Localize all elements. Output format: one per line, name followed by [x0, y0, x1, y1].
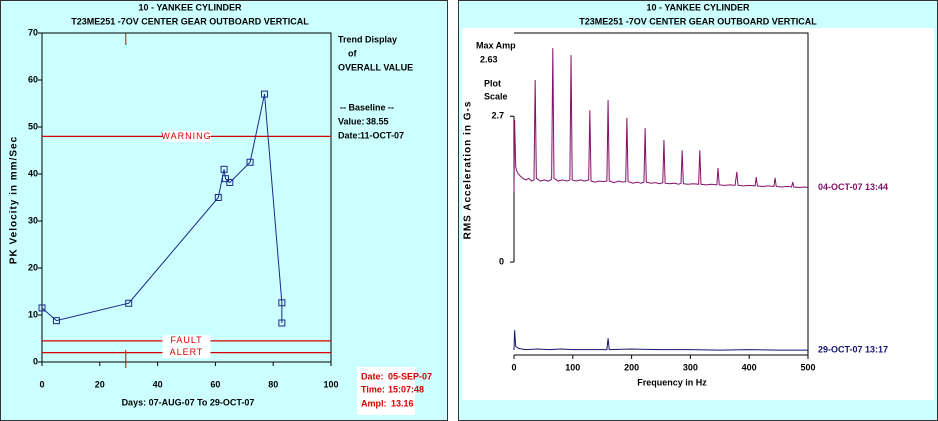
y-tick-label: 2.7 [491, 111, 504, 121]
x-axis-label: Days: 07-AUG-07 To 29-OCT-07 [122, 397, 255, 407]
x-tick-label: 20 [95, 379, 105, 389]
series-label: 29-OCT-07 13:17 [818, 345, 888, 355]
baseline-value: 38.55 [366, 116, 389, 126]
cursor-date: 05-SEP-07 [388, 371, 432, 381]
x-tick-label: 60 [210, 379, 220, 389]
spectrum-line [513, 330, 808, 351]
chart-title: 10 - YANKEE CYLINDER [138, 2, 242, 12]
y-tick-label: 0 [499, 256, 504, 266]
cursor-time-label: Time: [361, 384, 385, 394]
threshold-label-bg [162, 335, 211, 347]
y-tick-label: 40 [28, 168, 38, 178]
baseline-title: -- Baseline -- [340, 102, 394, 112]
max-amp-label: Max Amp [476, 40, 516, 50]
data-point [125, 299, 133, 307]
spectrum-line [513, 48, 809, 192]
plot-scale-label: Plot [484, 78, 501, 88]
x-tick-label: 100 [323, 379, 338, 389]
data-point [226, 178, 234, 186]
x-tick-label: 400 [742, 362, 757, 372]
trend-caption: Trend Display [338, 34, 397, 44]
chart-title: 10 - YANKEE CYLINDER [646, 2, 750, 12]
right-plot-bg [462, 28, 934, 400]
chart-subtitle: T23ME251 -7OV CENTER GEAR OUTBOARD VERTI… [71, 16, 309, 26]
x-tick-label: 0 [39, 379, 44, 389]
data-point [278, 299, 286, 307]
x-tick-label: 100 [565, 362, 580, 372]
y-tick-label: 70 [28, 27, 38, 37]
cursor-time: 15:07:48 [388, 384, 424, 394]
y-tick-label: 30 [28, 215, 38, 225]
data-point [246, 158, 254, 166]
left-panel [0, 0, 448, 421]
data-point [52, 317, 60, 325]
y-tick-label: 10 [28, 309, 38, 319]
chart-subtitle: T23ME251 -7OV CENTER GEAR OUTBOARD VERTI… [579, 16, 817, 26]
cursor-date-label: Date: [361, 371, 384, 381]
data-point [222, 175, 230, 183]
baseline-date-label: Date: [338, 130, 361, 140]
plot-scale-label: Scale [484, 91, 508, 101]
x-tick-label: 40 [153, 379, 163, 389]
y-tick-label: 50 [28, 121, 38, 131]
plot-frame [41, 32, 332, 363]
x-tick-label: 500 [800, 362, 815, 372]
data-point [220, 165, 228, 173]
y-tick-label: 0 [33, 356, 38, 366]
max-amp: 2.63 [480, 54, 498, 64]
cursor-ampl-label: Ampl: [361, 398, 387, 408]
x-tick-label: 300 [683, 362, 698, 372]
baseline-value-label: Value: [338, 116, 365, 126]
trend-caption: OVERALL VALUE [338, 62, 413, 72]
y-tick-label: 60 [28, 74, 38, 84]
threshold-label-bg [162, 130, 211, 142]
series-label: 04-OCT-07 13:44 [818, 182, 888, 192]
data-point [278, 319, 286, 327]
threshold-label-bg [162, 347, 211, 359]
x-tick-label: 200 [624, 362, 639, 372]
data-point [214, 194, 222, 201]
y-tick-label: 20 [28, 262, 38, 272]
data-point [261, 90, 269, 98]
x-tick-label: 0 [511, 362, 516, 372]
cursor-ampl: 13.16 [391, 398, 414, 408]
plot-frame [514, 32, 809, 356]
y-axis-label: PK Velocity in mm/Sec [9, 136, 20, 264]
y-axis-label: RMS Acceleration in G-s [463, 101, 474, 240]
data-point [38, 304, 46, 312]
x-axis-label: Frequency in Hz [637, 377, 707, 387]
threshold-label: ALERT [170, 347, 204, 357]
x-tick-label: 80 [268, 379, 278, 389]
trend-caption: of [348, 48, 357, 58]
threshold-label: WARNING [161, 131, 211, 141]
cursor-info-box [357, 367, 415, 415]
baseline-date: 11-OCT-07 [360, 130, 404, 140]
threshold-label: FAULT [170, 335, 202, 345]
trend-line [41, 93, 283, 323]
